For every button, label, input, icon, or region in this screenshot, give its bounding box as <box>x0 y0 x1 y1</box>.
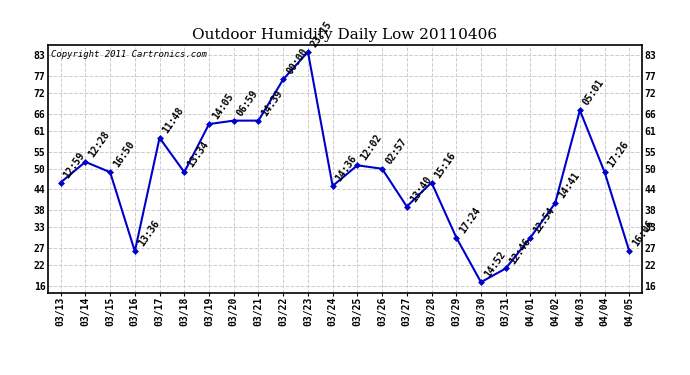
Text: 12:59: 12:59 <box>62 150 87 180</box>
Text: 14:41: 14:41 <box>557 171 582 200</box>
Text: 23:15: 23:15 <box>309 19 335 49</box>
Text: 12:02: 12:02 <box>359 133 384 162</box>
Text: 15:16: 15:16 <box>433 150 458 180</box>
Title: Outdoor Humidity Daily Low 20110406: Outdoor Humidity Daily Low 20110406 <box>193 28 497 42</box>
Text: 06:59: 06:59 <box>235 88 260 118</box>
Text: 12:28: 12:28 <box>87 129 112 159</box>
Text: 12:54: 12:54 <box>532 205 557 235</box>
Text: Copyright 2011 Cartronics.com: Copyright 2011 Cartronics.com <box>51 50 207 59</box>
Text: 14:36: 14:36 <box>334 153 359 183</box>
Text: 17:26: 17:26 <box>606 140 631 170</box>
Text: 05:01: 05:01 <box>581 78 607 108</box>
Text: 11:48: 11:48 <box>161 105 186 135</box>
Text: 16:50: 16:50 <box>112 140 137 170</box>
Text: 16:06: 16:06 <box>631 219 655 249</box>
Text: 00:00: 00:00 <box>284 47 310 76</box>
Text: 14:52: 14:52 <box>482 250 507 279</box>
Text: 14:39: 14:39 <box>260 88 285 118</box>
Text: 13:36: 13:36 <box>136 219 161 249</box>
Text: 17:24: 17:24 <box>457 205 483 235</box>
Text: 14:05: 14:05 <box>210 92 235 121</box>
Text: 12:46: 12:46 <box>507 236 532 266</box>
Text: 02:57: 02:57 <box>384 136 408 166</box>
Text: 13:34: 13:34 <box>186 140 210 170</box>
Text: 13:40: 13:40 <box>408 174 433 204</box>
